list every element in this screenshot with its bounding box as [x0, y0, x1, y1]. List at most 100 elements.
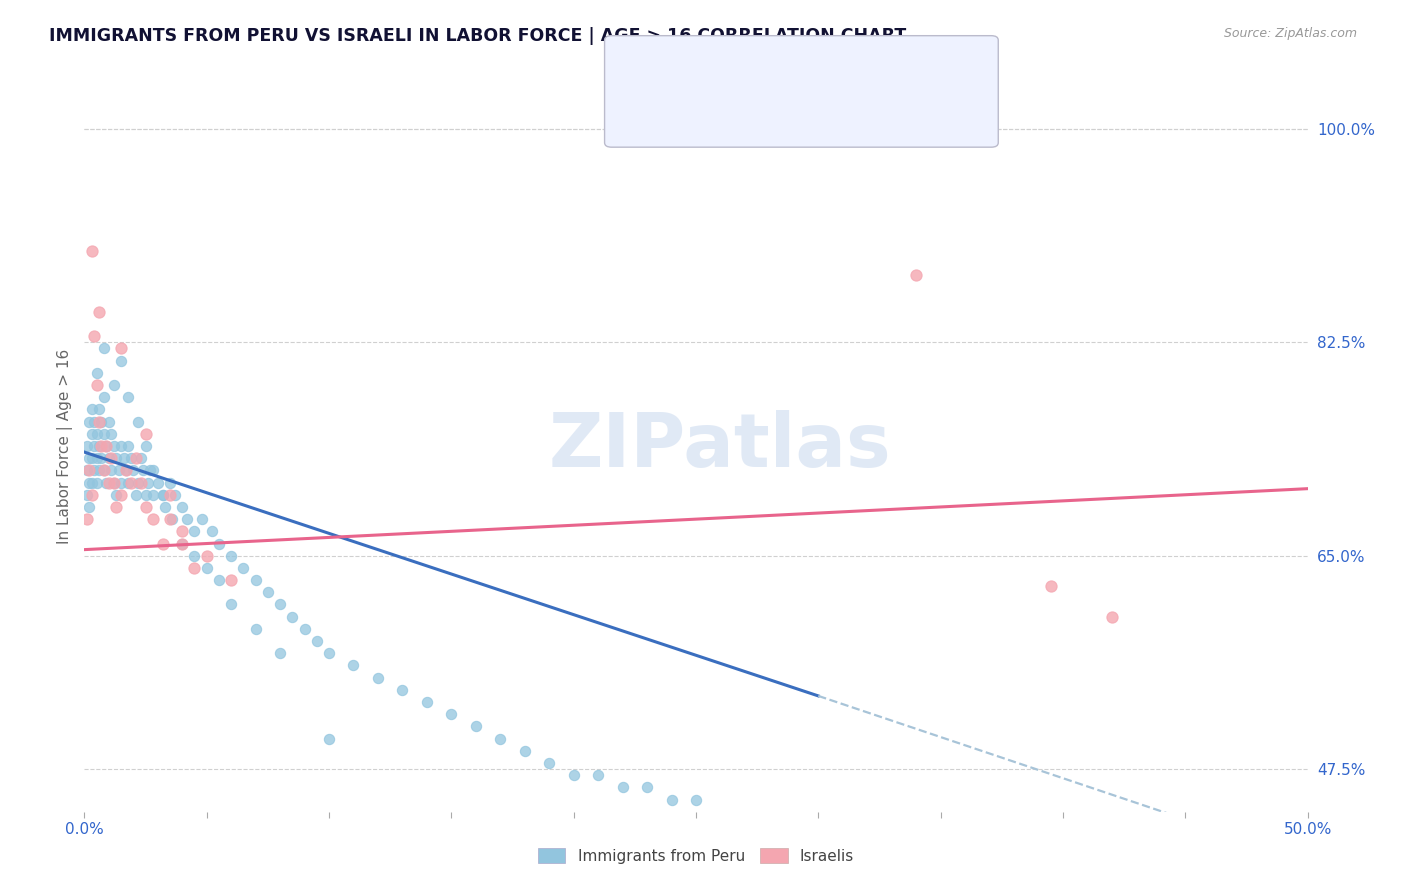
Point — [129, 475, 152, 490]
Point — [97, 415, 120, 429]
Point — [183, 524, 205, 539]
Point — [112, 451, 135, 466]
Point — [513, 744, 536, 758]
Point — [172, 524, 194, 539]
Point — [103, 475, 125, 490]
Point — [93, 426, 115, 441]
Point — [489, 731, 512, 746]
Point — [135, 500, 157, 514]
Point — [661, 792, 683, 806]
Point — [93, 463, 115, 477]
Point — [76, 439, 98, 453]
Point — [269, 646, 291, 660]
Point — [122, 463, 145, 477]
Point — [115, 463, 138, 477]
Point — [135, 488, 157, 502]
Point — [159, 475, 181, 490]
Point — [318, 646, 340, 660]
Text: R =: R = — [683, 103, 718, 121]
Point — [90, 415, 112, 429]
Point — [132, 463, 155, 477]
Point — [281, 609, 304, 624]
Point — [208, 536, 231, 550]
Point — [86, 475, 108, 490]
Point — [77, 415, 100, 429]
Point — [127, 415, 149, 429]
Point — [97, 451, 120, 466]
Point — [125, 451, 148, 466]
Point — [153, 500, 176, 514]
Point — [146, 475, 169, 490]
Point — [110, 342, 132, 356]
Point — [127, 475, 149, 490]
Point — [87, 305, 110, 319]
Point — [80, 488, 103, 502]
Point — [110, 439, 132, 453]
Point — [232, 561, 254, 575]
Point — [93, 463, 115, 477]
Point — [172, 500, 194, 514]
Point — [80, 451, 103, 466]
Point — [107, 463, 129, 477]
Point — [176, 512, 198, 526]
Point — [96, 475, 118, 490]
Point — [305, 634, 328, 648]
Point — [136, 475, 159, 490]
Point — [367, 671, 389, 685]
Point — [257, 585, 280, 599]
Point — [135, 439, 157, 453]
Point — [77, 451, 100, 466]
Point — [90, 439, 112, 453]
Point — [76, 488, 98, 502]
Text: N =: N = — [838, 103, 875, 121]
Point — [96, 439, 118, 453]
Point — [440, 707, 463, 722]
Point — [86, 378, 108, 392]
Point — [80, 475, 103, 490]
Point — [200, 524, 222, 539]
Text: R =: R = — [683, 60, 718, 78]
Point — [142, 488, 165, 502]
Point — [100, 451, 122, 466]
Point — [159, 512, 181, 526]
Point — [152, 536, 174, 550]
Point — [219, 573, 242, 587]
Point — [97, 475, 120, 490]
Point — [172, 536, 194, 550]
Point — [80, 426, 103, 441]
Point — [183, 561, 205, 575]
Text: 0.173: 0.173 — [742, 103, 796, 121]
Point — [391, 682, 413, 697]
Point — [191, 512, 214, 526]
Point — [105, 451, 128, 466]
Point — [142, 512, 165, 526]
Text: 105: 105 — [893, 60, 928, 78]
Bar — [633, 95, 666, 127]
Point — [905, 268, 928, 283]
Legend: Immigrants from Peru, Israelis: Immigrants from Peru, Israelis — [531, 842, 860, 870]
Point — [162, 512, 184, 526]
Point — [142, 463, 165, 477]
Point — [76, 512, 98, 526]
Point — [93, 342, 115, 356]
Point — [152, 488, 174, 502]
Point — [159, 488, 181, 502]
Point — [90, 451, 112, 466]
Point — [172, 536, 194, 550]
Point — [139, 463, 162, 477]
Point — [110, 488, 132, 502]
Point — [163, 488, 186, 502]
Point — [87, 463, 110, 477]
Point — [245, 622, 267, 636]
Point — [342, 658, 364, 673]
Text: 35: 35 — [893, 103, 915, 121]
Point — [83, 415, 105, 429]
Text: Source: ZipAtlas.com: Source: ZipAtlas.com — [1223, 27, 1357, 40]
Point — [685, 792, 707, 806]
Point — [83, 463, 105, 477]
Point — [77, 463, 100, 477]
Point — [86, 426, 108, 441]
Point — [83, 329, 105, 343]
Point — [83, 439, 105, 453]
Point — [86, 451, 108, 466]
